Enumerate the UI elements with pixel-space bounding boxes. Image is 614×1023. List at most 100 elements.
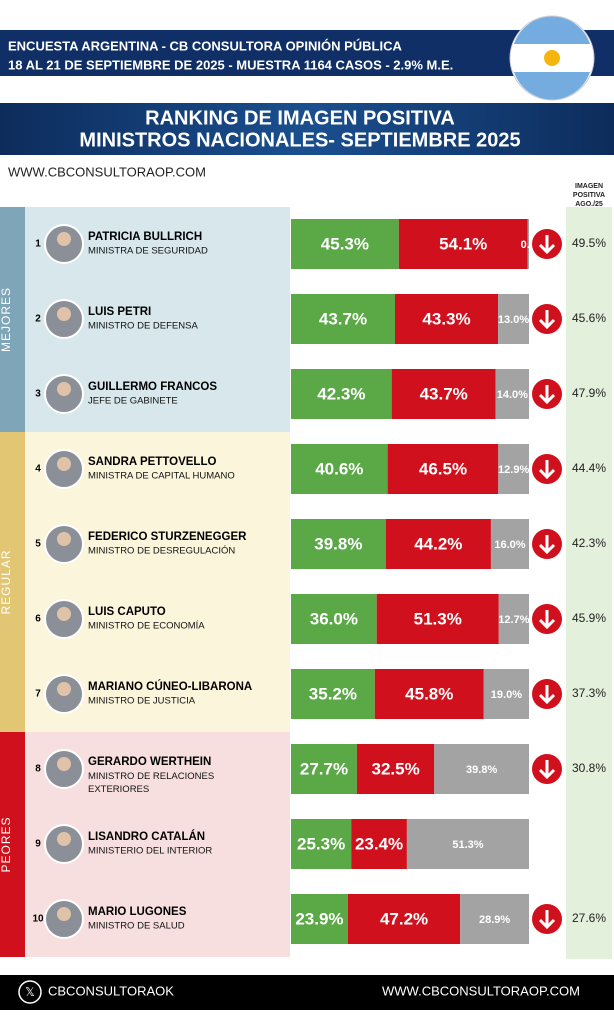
bar-segment xyxy=(498,444,529,494)
minister-name: FEDERICO STURZENEGGER xyxy=(88,531,247,543)
bar-label: 39.8% xyxy=(314,534,362,553)
previous-header-line: POSITIVA xyxy=(573,192,605,199)
trend-arrow-glyph xyxy=(538,385,556,405)
minister-role: MINISTRO DE SALUD xyxy=(88,921,185,932)
header-line: ENCUESTA ARGENTINA - CB CONSULTORA OPINI… xyxy=(8,38,402,53)
minister-role: MINISTRO DE DESREGULACIÓN xyxy=(88,546,235,557)
bar-segment xyxy=(398,219,528,269)
rank: 3 xyxy=(35,389,41,400)
trend-arrow-glyph xyxy=(538,235,556,255)
bar-label: 27.7% xyxy=(300,759,348,778)
bar-label: 51.3% xyxy=(414,609,462,628)
footer-band xyxy=(0,975,614,1010)
trend-arrow-glyph xyxy=(538,610,556,630)
rank: 1 xyxy=(35,239,41,250)
bar-segment xyxy=(291,444,388,494)
rank: 5 xyxy=(35,539,41,550)
rank: 2 xyxy=(35,314,41,325)
bar-segment xyxy=(291,594,377,644)
bar-segment xyxy=(291,819,352,869)
group-label: PEORES xyxy=(0,816,13,872)
minister-role: JEFE DE GABINETE xyxy=(88,396,178,407)
photo-head xyxy=(57,307,71,321)
minister-name: LUIS CAPUTO xyxy=(88,606,166,618)
minister-role: MINISTRO DE JUSTICIA xyxy=(88,696,196,707)
minister-role-line: MINISTRO DE RELACIONES xyxy=(88,771,214,782)
bar-label: 45.3% xyxy=(321,234,369,253)
bar-segment xyxy=(498,594,529,644)
bar-label: 42.3% xyxy=(317,384,365,403)
previous-value: 45.6% xyxy=(572,311,606,325)
bar-segment xyxy=(385,519,491,569)
previous-value: 37.3% xyxy=(572,686,606,700)
photo-head xyxy=(57,382,71,396)
bar-segment xyxy=(347,894,461,944)
trend-arrow-glyph xyxy=(538,310,556,330)
minister-name: PATRICIA BULLRICH xyxy=(88,231,202,243)
minister-name: MARIANO CÚNEO-LIBARONA xyxy=(88,680,252,693)
bar-segment xyxy=(434,744,529,794)
bar-segment xyxy=(406,819,529,869)
bar-label: 45.8% xyxy=(405,684,453,703)
minister-role: MINISTERIO DEL INTERIOR xyxy=(88,846,212,857)
minister-role: MINISTRA DE CAPITAL HUMANO xyxy=(88,471,235,482)
photo-head xyxy=(57,532,71,546)
bar-segment xyxy=(460,894,529,944)
previous-value: 47.9% xyxy=(572,386,606,400)
rank: 7 xyxy=(35,689,41,700)
previous-header-line: AGO./25 xyxy=(575,201,603,208)
previous-value: 30.8% xyxy=(572,761,606,775)
bar-label: 12.7% xyxy=(498,614,529,626)
bar-segment xyxy=(291,519,386,569)
group-strip xyxy=(0,432,25,732)
rank: 6 xyxy=(35,614,41,625)
previous-header-line: IMAGEN xyxy=(575,183,603,190)
bar-segment xyxy=(527,219,529,269)
trend-arrow-glyph xyxy=(538,685,556,705)
chart-title: RANKING DE IMAGEN POSITIVA xyxy=(145,107,455,129)
bar-segment xyxy=(495,369,529,419)
bar-segment xyxy=(356,744,435,794)
bar-label: 43.7% xyxy=(420,384,468,403)
minister-role-line: EXTERIORES xyxy=(88,784,149,795)
x-icon xyxy=(18,980,42,1004)
bar-label: 54.1% xyxy=(439,234,487,253)
previous-value: 44.4% xyxy=(572,461,606,475)
bar-label: 23.4% xyxy=(355,834,403,853)
bar-label: 46.5% xyxy=(419,459,467,478)
header-line: 18 AL 21 DE SEPTIEMBRE DE 2025 - MUESTRA… xyxy=(8,57,453,72)
minister-name: GERARDO WERTHEIN xyxy=(88,756,211,768)
rank: 8 xyxy=(35,764,41,775)
bar-label: 51.3% xyxy=(452,839,483,851)
bar-segment xyxy=(490,519,529,569)
bar-label: 35.2% xyxy=(309,684,357,703)
bar-label: 47.2% xyxy=(380,909,428,928)
footer-social[interactable]: CBCONSULTORAOK xyxy=(48,983,174,998)
bar-segment xyxy=(483,669,529,719)
bar-label: 43.3% xyxy=(422,309,470,328)
group-label: MEJORES xyxy=(0,287,13,352)
bar-segment xyxy=(391,369,496,419)
footer-web[interactable]: WWW.CBCONSULTORAOP.COM xyxy=(382,983,580,998)
bar-label: 28.9% xyxy=(479,914,510,926)
minister-name: MARIO LUGONES xyxy=(88,906,187,918)
photo-head xyxy=(57,907,71,921)
bar-segment xyxy=(291,369,392,419)
photo-head xyxy=(57,682,71,696)
bar-label: 40.6% xyxy=(315,459,363,478)
photo-head xyxy=(57,757,71,771)
bar-segment xyxy=(291,669,375,719)
bar-segment xyxy=(291,294,396,344)
group-label: REGULAR xyxy=(0,549,13,614)
photo-head xyxy=(57,232,71,246)
minister-role: MINISTRO DE RELACIONES EXTERIORES xyxy=(88,771,214,795)
bar-label: 14.0% xyxy=(497,389,528,401)
bar-label: 0.6 xyxy=(521,239,536,251)
trend-arrow-glyph xyxy=(538,910,556,930)
bar-segment xyxy=(376,594,499,644)
minister-name: SANDRA PETTOVELLO xyxy=(88,456,216,468)
bar-segment xyxy=(395,294,499,344)
minister-role: MINISTRA DE SEGURIDAD xyxy=(88,246,208,257)
group-strip xyxy=(0,207,25,432)
